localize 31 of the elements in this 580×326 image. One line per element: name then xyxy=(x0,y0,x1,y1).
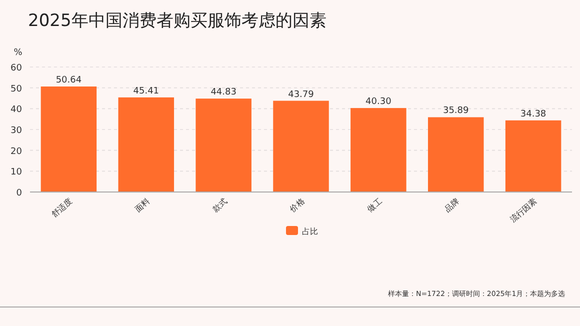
x-tick-label: 做工 xyxy=(366,196,384,214)
y-tick-label: 40 xyxy=(10,105,22,116)
y-tick-label: 50 xyxy=(10,84,22,94)
bar xyxy=(505,120,562,192)
y-tick-label: 10 xyxy=(10,168,22,178)
bar xyxy=(273,100,329,192)
text: 34.38 xyxy=(520,109,546,120)
y-tick-label: 30 xyxy=(10,126,22,136)
legend-label: 占比 xyxy=(302,227,318,236)
text: 35.89 xyxy=(442,106,469,116)
x-tick-label: 品牌 xyxy=(443,196,462,214)
x-tick-label: 流行因素 xyxy=(508,196,539,224)
y-tick-label: 60 xyxy=(10,64,22,74)
x-tick-label: 面料 xyxy=(133,196,152,214)
text: 45.41 xyxy=(133,86,160,96)
bar xyxy=(350,108,406,192)
chart-title: 2025年中国消费者购买服饰考虑的因素 xyxy=(28,11,326,31)
x-tick-label: 舒适度 xyxy=(50,196,74,219)
y-axis-title: % xyxy=(14,48,23,58)
text: 50.64 xyxy=(56,76,82,86)
bar xyxy=(428,117,484,192)
text: 43.79 xyxy=(288,90,314,100)
bar xyxy=(196,98,252,192)
bar xyxy=(118,97,174,192)
x-tick-label: 款式 xyxy=(210,196,229,214)
x-tick-label: 价格 xyxy=(287,196,306,214)
y-tick-label: 20 xyxy=(10,146,22,157)
y-tick-label: 0 xyxy=(16,188,22,198)
bar xyxy=(40,86,97,192)
text: 44.83 xyxy=(210,88,236,98)
text: 40.30 xyxy=(366,97,392,108)
